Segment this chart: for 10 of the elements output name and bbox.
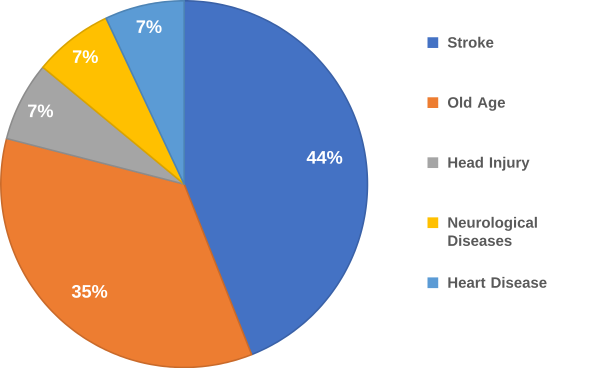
legend-label: Neurological Diseases [448, 216, 537, 246]
legend-label: Heart Disease [448, 276, 547, 288]
data-label: 35% [72, 284, 108, 298]
data-label: 7% [72, 50, 98, 63]
data-label: 7% [136, 20, 162, 33]
legend-label: Head Injury [448, 156, 530, 171]
legend-label: Old Age [448, 96, 505, 111]
data-label: 44% [306, 150, 342, 164]
legend-label: Stroke [448, 36, 494, 48]
data-label: 7% [28, 104, 54, 118]
